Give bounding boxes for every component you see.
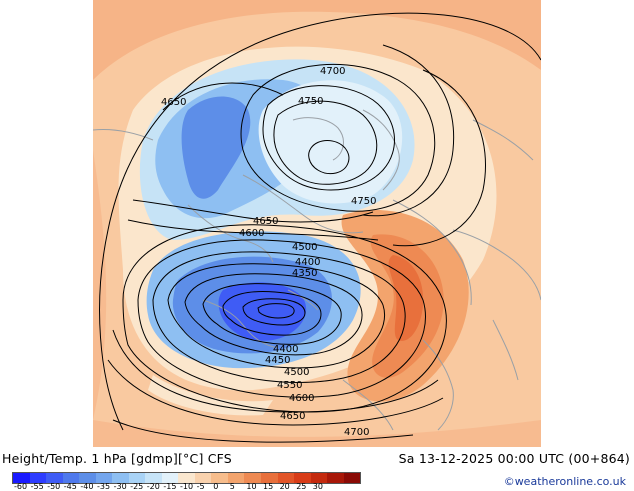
color-tick-label: -45 [63, 482, 77, 491]
contour-4750-east [362, 44, 455, 217]
color-swatch [13, 473, 30, 483]
color-swatch [294, 473, 311, 483]
map-canvas: 4700 4650 4750 4750 4650 4600 4500 4400 … [93, 0, 541, 447]
contour-4700-east [392, 69, 486, 247]
contour-label: 4650 [280, 411, 305, 422]
contour-label: 4650 [253, 216, 278, 227]
color-scale-bar [12, 472, 361, 484]
color-tick-label: 0 [213, 482, 219, 491]
contour-4600-south [112, 329, 439, 413]
contour-4700-outer [99, 12, 541, 431]
contour-low-5 [184, 273, 363, 356]
color-swatch [128, 473, 146, 483]
color-tick-label: 10 [246, 482, 257, 491]
color-tick-label: -35 [97, 482, 111, 491]
contour-low-4 [167, 263, 385, 369]
contour-low-6 [202, 283, 342, 345]
contour-polar-mid [262, 85, 395, 191]
map-area[interactable]: 4700 4650 4750 4750 4650 4600 4500 4400 … [93, 0, 541, 447]
color-swatch [260, 473, 278, 483]
contour-label: 4450 [265, 355, 290, 366]
color-tick-label: 30 [312, 482, 323, 491]
contour-low-8 [242, 298, 306, 326]
color-swatch [112, 473, 129, 483]
color-swatch [211, 473, 228, 483]
height-contours [99, 12, 541, 443]
temperature-warm-edge-top [93, 0, 541, 80]
caption-title: Height/Temp. 1 hPa [gdmp][°C] CFS [2, 451, 232, 466]
contour-low-1 [122, 224, 447, 413]
map-caption: Height/Temp. 1 hPa [gdmp][°C] CFS Sa 13-… [0, 451, 634, 469]
temperature-warm-east-core [388, 255, 424, 341]
color-tick-label: -10 [180, 482, 194, 491]
contour-low-2 [137, 239, 426, 398]
contour-4650-north [162, 82, 284, 111]
color-tick-label: 15 [263, 482, 274, 491]
color-tick-label: -30 [113, 482, 127, 491]
temperature-warm-edge-bottom [93, 420, 541, 447]
contour-low-7 [222, 291, 322, 336]
color-swatch [327, 473, 344, 483]
contour-label: 4500 [292, 242, 317, 253]
color-swatch [244, 473, 261, 483]
color-tick-label: -20 [146, 482, 160, 491]
contour-label: 4600 [289, 393, 314, 404]
contour-polar-4750 [273, 100, 378, 185]
color-tick-label: -60 [14, 482, 28, 491]
color-swatch [62, 473, 80, 483]
color-swatch [95, 473, 113, 483]
color-tick-label: -55 [30, 482, 44, 491]
contour-polar-inner [308, 140, 350, 175]
contour-label: 4500 [284, 367, 309, 378]
contour-4700-south [112, 419, 414, 443]
contour-label: 4350 [292, 268, 317, 279]
color-swatch [46, 473, 63, 483]
contour-4600-mid [127, 219, 379, 241]
contour-polar-outer [240, 63, 436, 212]
color-tick-label: -50 [47, 482, 61, 491]
contour-4650-mid [132, 199, 374, 223]
color-swatch [277, 473, 295, 483]
color-tick-label: -40 [80, 482, 94, 491]
coastlines [93, 109, 541, 431]
color-scale-ticks: -60 -55 -50 -45 -40 -35 -30 -25 -20 -15 -10 -5 0 5 10 1… [6, 482, 366, 491]
color-swatch [79, 473, 96, 483]
credit-link[interactable]: ©weatheronline.co.uk [503, 475, 626, 488]
contour-label: 4750 [298, 96, 323, 107]
contour-low-3 [152, 251, 406, 383]
contour-label: 4600 [239, 228, 264, 239]
contour-4650-south [107, 359, 444, 426]
contour-label: 4650 [161, 97, 186, 108]
color-tick-label: -5 [196, 482, 205, 491]
contour-label: 4400 [295, 257, 320, 268]
color-tick-label: -25 [130, 482, 144, 491]
contour-labels: 4700 4650 4750 4750 4650 4600 4500 4400 … [161, 66, 376, 438]
color-swatch [178, 473, 195, 483]
contour-label: 4700 [344, 427, 369, 438]
temperature-cold-north-core [181, 96, 251, 199]
color-swatch [343, 473, 361, 483]
contour-label: 4400 [273, 344, 298, 355]
temperature-warm-edge-left [93, 150, 107, 420]
contour-label: 4750 [351, 196, 376, 207]
contour-label: 4700 [320, 66, 345, 77]
color-tick-label: 25 [296, 482, 307, 491]
color-tick-label: -15 [163, 482, 177, 491]
caption-datetime: Sa 13-12-2025 00:00 UTC (00+864) [398, 451, 630, 466]
color-swatch [227, 473, 245, 483]
temperature-polar-pale [258, 80, 403, 204]
contour-label: 4550 [277, 380, 302, 391]
color-tick-label: 20 [279, 482, 290, 491]
color-tick-label: 5 [229, 482, 235, 491]
color-swatch [310, 473, 328, 483]
color-swatch [161, 473, 179, 483]
contour-low-9 [257, 303, 295, 319]
color-swatch [145, 473, 162, 483]
color-swatch [194, 473, 212, 483]
color-swatch [29, 473, 47, 483]
